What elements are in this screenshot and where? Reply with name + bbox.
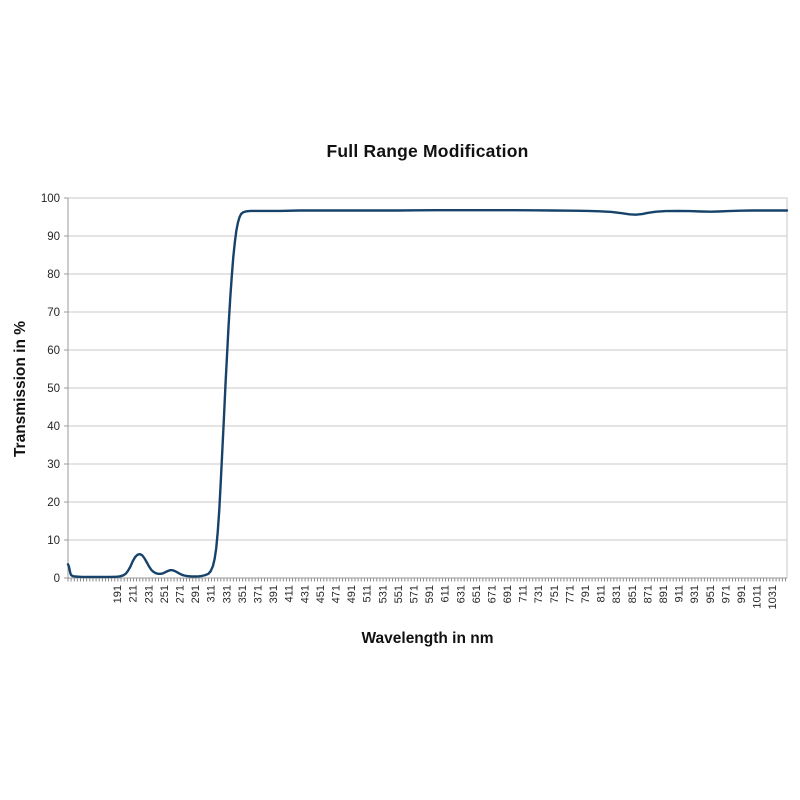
x-axis-title: Wavelength in nm [361,630,494,647]
x-tick-label: 771 [564,585,576,603]
x-tick-label: 1031 [767,585,779,609]
x-tick-label: 571 [408,585,420,603]
x-tick-label: 1011 [752,585,764,609]
x-tick-label: 971 [720,585,732,603]
x-tick-label: 831 [611,585,623,603]
x-tick-label: 211 [128,585,140,603]
y-tick-label: 0 [54,573,60,585]
x-tick-label: 531 [377,585,389,603]
y-tick-label: 60 [47,345,60,357]
y-tick-label: 70 [47,307,60,319]
x-tick-label: 731 [533,585,545,603]
x-tick-label: 551 [393,585,405,603]
series-line-transmission [66,208,789,579]
y-tick-label: 100 [41,193,60,205]
x-tick-label: 291 [190,585,202,603]
x-tick-label: 651 [471,585,483,603]
x-tick-label: 891 [658,585,670,603]
x-tick-label: 191 [112,585,124,603]
y-tick-label: 20 [47,497,60,509]
x-tick-label: 631 [455,585,467,603]
y-tick-label: 80 [47,269,60,281]
x-tick-label: 391 [268,585,280,603]
y-tick-label: 50 [47,383,60,395]
chart-title: Full Range Modification [326,141,529,161]
x-tick-label: 931 [689,585,701,603]
x-tick-label: 711 [518,585,530,603]
x-tick-label: 671 [486,585,498,603]
x-tick-label: 271 [175,585,187,603]
x-tick-label: 851 [627,585,639,603]
x-tick-label: 871 [642,585,654,603]
x-tick-label: 471 [330,585,342,603]
x-tick-label: 911 [674,585,686,603]
x-tick-label: 311 [206,585,218,603]
x-tick-label: 491 [346,585,358,603]
x-tick-label: 991 [736,585,748,603]
x-tick-label: 251 [159,585,171,603]
x-tick-label: 451 [315,585,327,603]
y-tick-label: 40 [47,421,60,433]
x-tick-label: 811 [596,585,608,603]
y-tick-label: 30 [47,459,60,471]
x-tick-label: 951 [705,585,717,603]
x-tick-label: 231 [143,585,155,603]
x-tick-label: 791 [580,585,592,603]
y-tick-label: 90 [47,231,60,243]
x-tick-label: 751 [549,585,561,603]
x-tick-label: 691 [502,585,514,603]
x-tick-label: 331 [221,585,233,603]
x-tick-label: 431 [299,585,311,603]
y-tick-label: 10 [47,535,60,547]
x-tick-label: 371 [252,585,264,603]
x-tick-label: 611 [440,585,452,603]
x-tick-label: 411 [284,585,296,603]
x-tick-label: 591 [424,585,436,603]
x-tick-label: 511 [362,585,374,603]
x-tick-label: 351 [237,585,249,603]
